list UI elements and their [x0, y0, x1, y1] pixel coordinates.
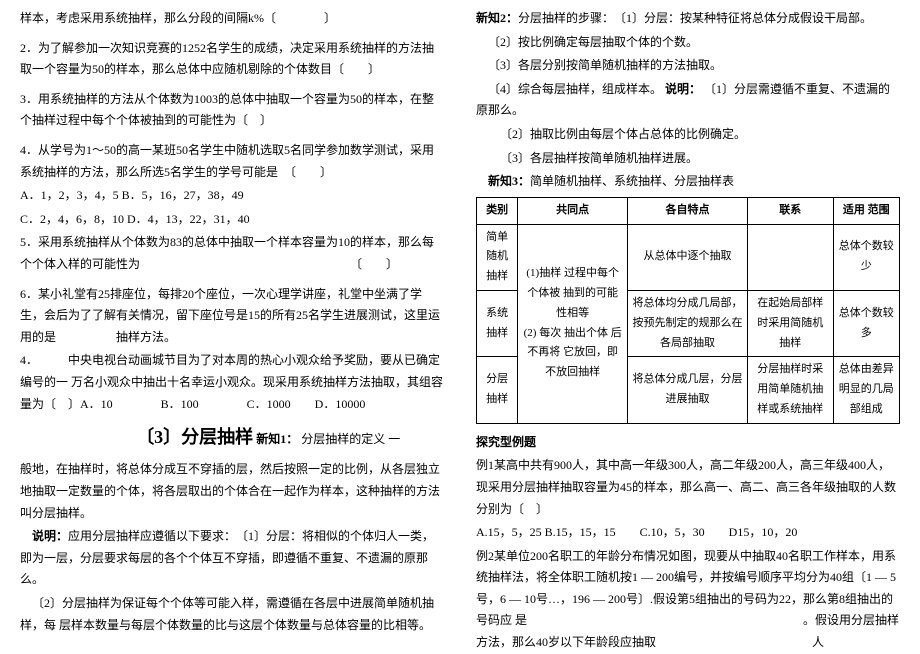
th-common: 共同点 [518, 197, 628, 224]
xinzhi2-label: 新知2： [476, 11, 518, 25]
cell-strat-feature: 将总体分成几层，分层进展抽取 [628, 357, 748, 423]
th-feature: 各自特点 [628, 197, 748, 224]
xinzhi2-5: 〔2〕抽取比例由每层个体占总体的比例确定。 [476, 124, 900, 146]
cell-simple-scope: 总体个数较少 [833, 224, 899, 290]
cell-system-scope: 总体个数较多 [833, 290, 899, 356]
shuoming-block: 说明：应用分层抽样应遵循以下要求： 〔1〕分层：将相似的个体归人一类，即为一层，… [20, 526, 444, 591]
shuoming-2: 〔2〕分层抽样为保证每个个体等可能入样，需遵循在各层中进展简单随机抽样，每 层样… [20, 593, 444, 636]
th-scope: 适用 范围 [833, 197, 899, 224]
example1-opts: A.15，5，25 B.15，15，15 C.10，5，30 D15，10，20 [476, 522, 900, 544]
xinzhi1-label: 新知1： [256, 432, 298, 446]
xinzhi1-text-inline: 分层抽样的定义 一 [301, 432, 400, 446]
xinzhi2-4a: 〔4〕综合每层抽样，组成样本。 [488, 82, 662, 96]
q4-opt-a: A．1，2，3，4，5 B．5，16，27，38，49 [20, 185, 444, 207]
sampling-table: 类别 共同点 各自特点 联系 适用 范围 简单 随机 抽样 (1)抽样 过程中每… [476, 197, 900, 424]
right-column: 新知2：分层抽样的步骤： 〔1〕分层：按某种特征将总体分成假设干局部。 〔2〕按… [460, 8, 908, 643]
example2: 例2某单位200名职工的年龄分布情况如图，现要从中抽取40名职工作样本，用系统抽… [476, 546, 900, 654]
xinzhi3-line: 新知3：简单随机抽样、系统抽样、分层抽样表 [476, 171, 900, 193]
q4b: 4． 中央电视台动画城节目为了对本周的热心小观众给予奖励，要从已确定编号的一 万… [20, 350, 444, 415]
section-3-heading: 〔3〕分层抽样 [20, 421, 253, 453]
cell-system-relation: 在起始局部样时采用简随机抽样 [747, 290, 833, 356]
xinzhi3-text: 简单随机抽样、系统抽样、分层抽样表 [530, 174, 734, 188]
xinzhi2-4b-label: 说明： [665, 82, 701, 96]
table-header-row: 类别 共同点 各自特点 联系 适用 范围 [477, 197, 900, 224]
th-category: 类别 [477, 197, 518, 224]
section-3-title: 〔3〕分层抽样 新知1： 分层抽样的定义 一 [20, 417, 444, 457]
shuoming-label: 说明： [32, 529, 68, 543]
q4: 4．从学号为1～50的高一某班50名学生中随机选取5名同学参加数学测试，采用系统… [20, 140, 444, 183]
xinzhi2-4: 〔4〕综合每层抽样，组成样本。 说明： 〔1〕分层需遵循不重复、不遗漏的原那么。 [476, 79, 900, 122]
example1: 例1某高中共有900人，其中高一年级300人，高二年级200人，高三年级400人… [476, 455, 900, 520]
xinzhi2-line1: 新知2：分层抽样的步骤： 〔1〕分层：按某种特征将总体分成假设干局部。 [476, 8, 900, 30]
xinzhi1-text: 般地，在抽样时，将总体分成互不穿插的层，然后按照一定的比例，从各层独立 地抽取一… [20, 459, 444, 524]
xinzhi2-3: 〔3〕各层分别按简单随机抽样的方法抽取。 [476, 55, 900, 77]
cell-simple-feature: 从总体中逐个抽取 [628, 224, 748, 290]
q4-opt-b: C．2，4，6，8，10 D．4，13，22，31，40 [20, 209, 444, 231]
cell-simple: 简单 随机 抽样 [477, 224, 518, 290]
q1-tail: 样本，考虑采用系统抽样，那么分段的间隔k%〔 〕 [20, 8, 444, 30]
tanjiu-heading: 探究型例题 [476, 432, 900, 454]
table-row: 简单 随机 抽样 (1)抽样 过程中每个个体被 抽到的可能性相等 (2) 每次 … [477, 224, 900, 290]
xinzhi2-6: 〔3〕各层抽样按简单随机抽样进展。 [476, 148, 900, 170]
q2: 2．为了解参加一次知识竞赛的1252名学生的成绩，决定采用系统抽样的方法抽取一个… [20, 38, 444, 81]
xinzhi2-2: 〔2〕按比例确定每层抽取个体的个数。 [476, 32, 900, 54]
cell-strat-scope: 总体由差异明显的几局部组成 [833, 357, 899, 423]
common-b: (2) 每次 抽出个体 后不再将 它放回，即 不放回抽样 [524, 327, 622, 379]
xinzhi2-1: 分层抽样的步骤： 〔1〕分层：按某种特征将总体分成假设干局部。 [518, 11, 872, 25]
th-relation: 联系 [747, 197, 833, 224]
q5: 5．采用系统抽样从个体数为83的总体中抽取一个样本容量为10的样本，那么每个个体… [20, 232, 444, 275]
q3: 3．用系统抽样的方法从个体数为1003的总体中抽取一个容量为50的样本，在整个抽… [20, 89, 444, 132]
left-column: 样本，考虑采用系统抽样，那么分段的间隔k%〔 〕 2．为了解参加一次知识竞赛的1… [12, 8, 460, 643]
xinzhi3-label: 新知3： [488, 174, 530, 188]
cell-simple-relation [747, 224, 833, 290]
q6: 6．某小礼堂有25排座位，每排20个座位，一次心理学讲座，礼堂中坐满了学生，会后… [20, 284, 444, 349]
cell-system: 系统 抽样 [477, 290, 518, 356]
common-a: (1)抽样 过程中每个个体被 抽到的可能性相等 [526, 267, 619, 319]
cell-system-feature: 将总体均分成几局部，按预先制定的规那么在各局部抽取 [628, 290, 748, 356]
cell-common: (1)抽样 过程中每个个体被 抽到的可能性相等 (2) 每次 抽出个体 后不再将… [518, 224, 628, 423]
cell-strat-relation: 分层抽样时采用简单随机抽样或系统抽样 [747, 357, 833, 423]
cell-strat: 分层 抽样 [477, 357, 518, 423]
shuoming-text: 应用分层抽样应遵循以下要求： 〔1〕分层：将相似的个体归人一类，即为一层，分层要… [20, 529, 434, 586]
